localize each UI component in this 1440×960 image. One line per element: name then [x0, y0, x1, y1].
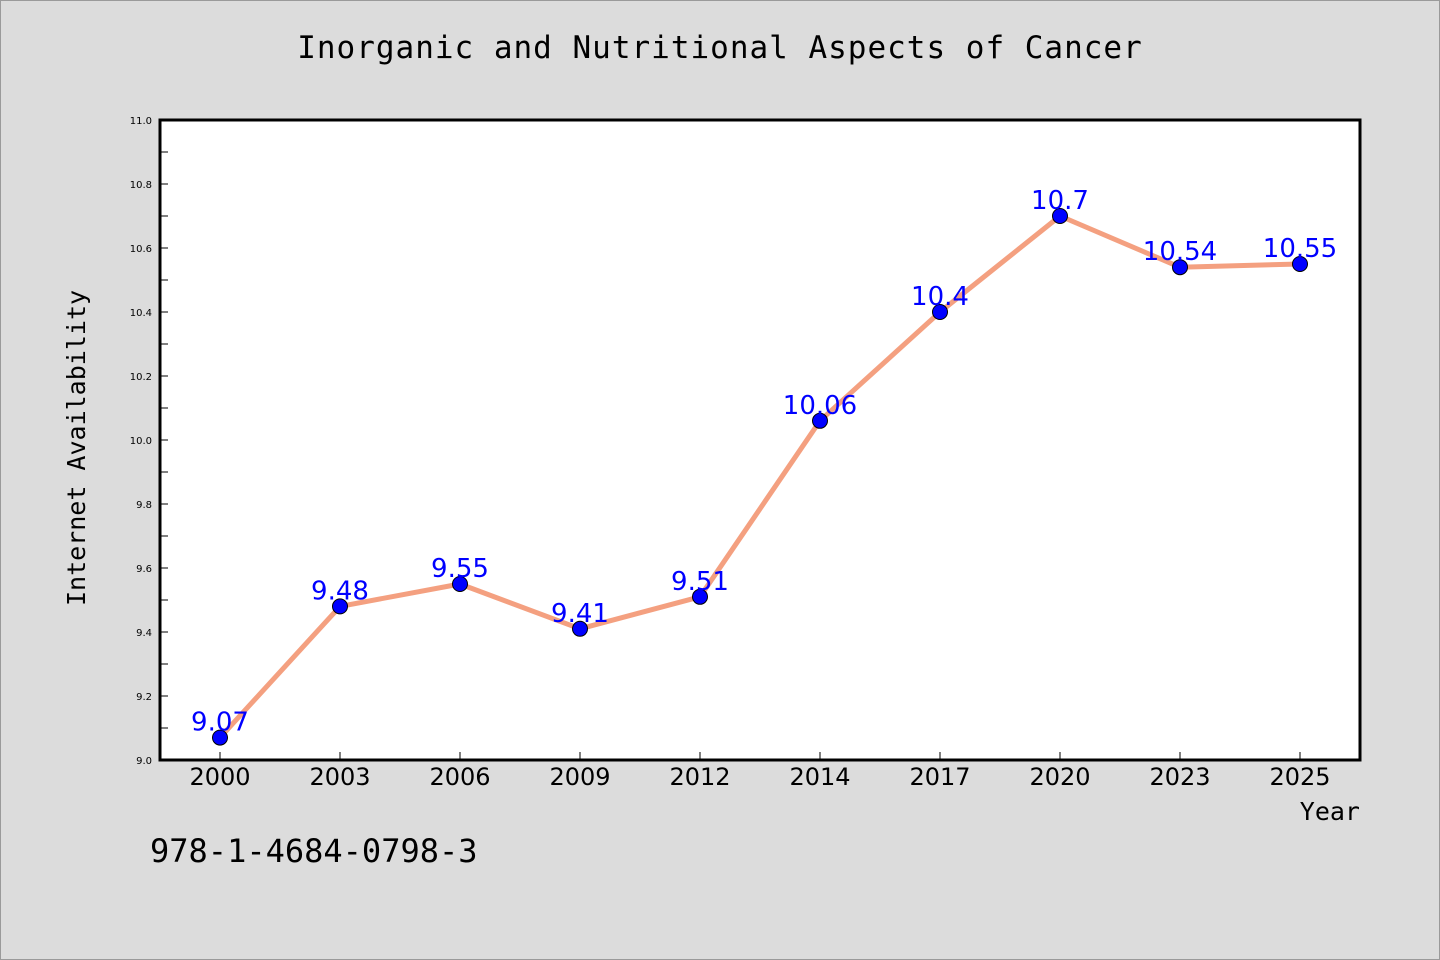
y-tick-label: 9.4 [136, 628, 152, 639]
x-axis-title: Year [1300, 797, 1360, 826]
data-label: 10.7 [1031, 186, 1089, 216]
x-axis: 2000 2003 2006 2009 2012 2014 2017 2020 2023 2025 [189, 752, 1331, 791]
data-point [1292, 256, 1308, 272]
y-axis: 9.0 9.2 9.4 9.6 9.8 10.0 10.2 10.4 10.6 10.8 11.0 [130, 116, 168, 767]
data-label: 9.51 [671, 567, 729, 597]
y-tick-label: 10.0 [130, 436, 152, 447]
y-tick-label: 10.4 [130, 308, 152, 319]
data-point [452, 576, 468, 592]
data-point [692, 588, 708, 605]
x-tick-label: 2000 [189, 763, 250, 791]
y-tick-label: 9.8 [136, 500, 152, 511]
y-tick-label: 11.0 [130, 116, 152, 127]
data-point [212, 729, 228, 746]
x-tick-label: 2025 [1269, 763, 1330, 791]
data-label: 10.4 [911, 282, 969, 312]
data-point [1172, 259, 1188, 276]
y-tick-label: 10.8 [130, 180, 152, 191]
y-tick-label: 10.2 [130, 372, 152, 383]
series-group: 9.07 9.48 9.55 9.41 9.51 10.06 10.4 10.7 10.54 10… [191, 186, 1337, 746]
data-point [572, 620, 588, 637]
data-label: 10.54 [1143, 237, 1217, 267]
data-point [332, 598, 348, 615]
data-point [1052, 208, 1068, 224]
data-label: 9.48 [311, 576, 369, 606]
x-tick-label: 2006 [429, 763, 490, 791]
x-tick-label: 2023 [1149, 763, 1210, 791]
data-label: 10.06 [783, 391, 857, 421]
chart-title: Inorganic and Nutritional Aspects of Can… [297, 30, 1143, 66]
x-tick-label: 2012 [669, 763, 730, 791]
y-tick-label: 9.2 [136, 692, 152, 703]
series-line [217, 213, 1303, 741]
x-tick-label: 2009 [549, 763, 610, 791]
data-label: 9.55 [431, 554, 489, 584]
data-point [932, 304, 948, 320]
plot-area [158, 118, 1362, 762]
x-tick-label: 2003 [309, 763, 370, 791]
y-tick-label: 9.6 [136, 564, 152, 575]
x-tick-label: 2017 [909, 763, 970, 791]
data-label: 9.41 [551, 599, 609, 629]
y-tick-label: 10.6 [130, 244, 152, 255]
isbn-text: 978-1-4684-0798-3 [150, 832, 478, 870]
y-tick-label: 9.0 [136, 756, 152, 767]
x-tick-label: 2020 [1029, 763, 1090, 791]
data-label: 9.07 [191, 708, 249, 738]
y-axis-title: Internet Availability [62, 290, 91, 606]
data-point [812, 412, 828, 429]
x-tick-label: 2014 [789, 763, 850, 791]
data-label: 10.55 [1263, 234, 1337, 264]
